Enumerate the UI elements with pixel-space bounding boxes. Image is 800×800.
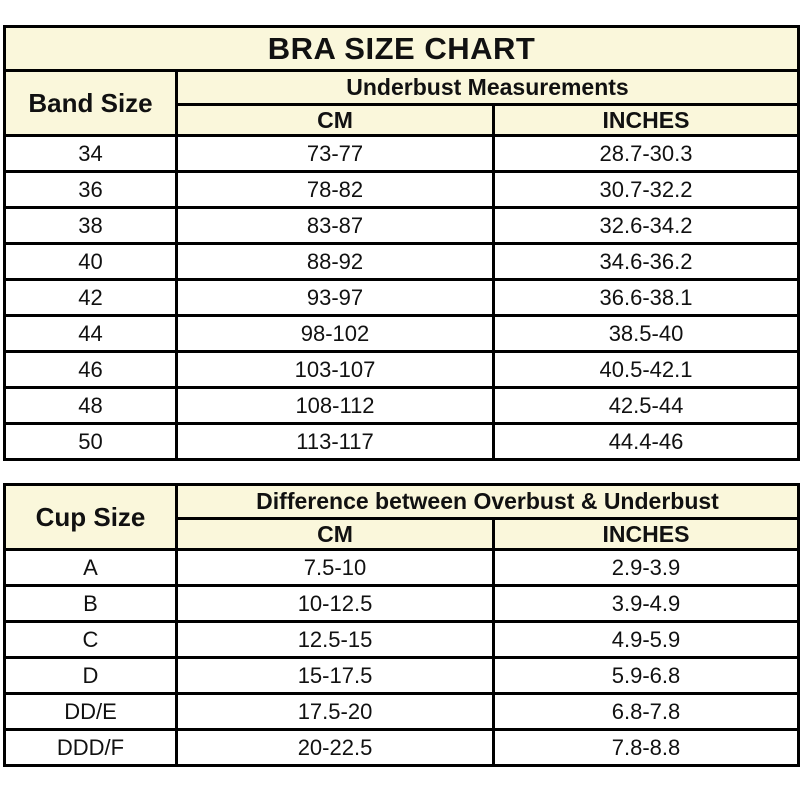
table-cell-cm: 88-92: [175, 242, 495, 281]
table-cell-cup: DDD/F: [3, 728, 178, 767]
cup-table-body: A 7.5-10 2.9-3.9 B 10-12.5 3.9-4.9 C 12.5-15 4.9…: [3, 548, 800, 767]
table-cell-inches: 3.9-4.9: [492, 584, 800, 623]
table-row: C 12.5-15 4.9-5.9: [3, 620, 800, 659]
table-subheader-row: CM INCHES: [5, 103, 800, 137]
table-cell-cm: 73-77: [175, 134, 495, 173]
table-row: 50 113-117 44.4-46: [3, 422, 800, 461]
table-cell-cup: C: [3, 620, 178, 659]
table-row: 46 103-107 40.5-42.1: [3, 350, 800, 389]
table-row: 36 78-82 30.7-32.2: [3, 170, 800, 209]
table-row: 38 83-87 32.6-34.2: [3, 206, 800, 245]
table-cell-inches: 40.5-42.1: [491, 350, 800, 389]
table-cell-inches: 36.6-38.1: [491, 278, 800, 317]
table-cell-cm: 83-87: [175, 206, 495, 245]
chart-title: BRA SIZE CHART: [2, 25, 800, 72]
table-row: A 7.5-10 2.9-3.9: [3, 548, 800, 587]
underbust-measurements-header: Underbust Measurements: [174, 69, 800, 106]
table-row: D 15-17.5 5.9-6.8: [3, 656, 800, 695]
table-cell-inches: 28.7-30.3: [491, 134, 800, 173]
band-size-header: Band Size: [3, 69, 178, 137]
table-row: 34 73-77 28.7-30.3: [3, 134, 800, 173]
cup-size-table: Cup Size Difference between Overbust & U…: [3, 483, 800, 767]
table-cell-band: 50: [3, 422, 178, 461]
table-cell-cm: 93-97: [175, 278, 495, 317]
table-cell-band: 40: [3, 242, 178, 281]
table-cell-cm: 78-82: [175, 170, 495, 209]
cm-column-header: CM: [175, 517, 495, 551]
table-cell-inches: 32.6-34.2: [491, 206, 800, 245]
table-cell-cup: D: [3, 656, 178, 695]
table-cell-inches: 7.8-8.8: [492, 728, 800, 767]
table-cell-inches: 44.4-46: [491, 422, 800, 461]
table-cell-band: 46: [3, 350, 178, 389]
table-title-row: BRA SIZE CHART: [2, 25, 800, 72]
table-row: 42 93-97 36.6-38.1: [3, 278, 800, 317]
table-cell-cm: 98-102: [175, 314, 495, 353]
difference-overbust-underbust-header: Difference between Overbust & Underbust: [175, 483, 800, 520]
table-subheader-row: CM INCHES: [5, 517, 800, 551]
table-row: DD/E 17.5-20 6.8-7.8: [3, 692, 800, 731]
band-size-table: BRA SIZE CHART Band Size Underbust Measu…: [2, 25, 800, 461]
table-cell-band: 38: [3, 206, 178, 245]
inches-column-header: INCHES: [492, 517, 800, 551]
table-cell-inches: 6.8-7.8: [492, 692, 800, 731]
table-cell-cm: 7.5-10: [175, 548, 495, 587]
table-cell-band: 44: [3, 314, 178, 353]
table-row: DDD/F 20-22.5 7.8-8.8: [3, 728, 800, 767]
table-cell-cup: B: [3, 584, 178, 623]
table-cell-cm: 12.5-15: [175, 620, 495, 659]
table-cell-inches: 34.6-36.2: [491, 242, 800, 281]
table-row: B 10-12.5 3.9-4.9: [3, 584, 800, 623]
table-cell-cup: A: [3, 548, 178, 587]
table-cell-cm: 108-112: [175, 386, 495, 425]
inches-column-header: INCHES: [491, 103, 800, 137]
table-cell-cm: 20-22.5: [175, 728, 495, 767]
table-cell-inches: 30.7-32.2: [491, 170, 800, 209]
table-cell-band: 36: [3, 170, 178, 209]
table-cell-cm: 10-12.5: [175, 584, 495, 623]
table-group-header-row: Cup Size Difference between Overbust & U…: [3, 483, 800, 551]
table-cell-inches: 42.5-44: [491, 386, 800, 425]
table-cell-inches: 4.9-5.9: [492, 620, 800, 659]
band-table-body: 34 73-77 28.7-30.3 36 78-82 30.7-32.2 38 83-87 3…: [3, 134, 800, 461]
table-cell-cm: 17.5-20: [175, 692, 495, 731]
table-cell-inches: 38.5-40: [491, 314, 800, 353]
cm-column-header: CM: [175, 103, 495, 137]
table-cell-band: 42: [3, 278, 178, 317]
table-cell-cm: 113-117: [175, 422, 495, 461]
table-cell-band: 48: [3, 386, 178, 425]
table-cell-cm: 15-17.5: [175, 656, 495, 695]
table-cell-inches: 2.9-3.9: [492, 548, 800, 587]
table-row: 48 108-112 42.5-44: [3, 386, 800, 425]
table-row: 44 98-102 38.5-40: [3, 314, 800, 353]
table-cell-cm: 103-107: [175, 350, 495, 389]
table-group-header-row: Band Size Underbust Measurements: [3, 69, 800, 137]
table-cell-cup: DD/E: [3, 692, 178, 731]
cup-size-header: Cup Size: [3, 483, 178, 551]
table-cell-band: 34: [3, 134, 178, 173]
table-row: 40 88-92 34.6-36.2: [3, 242, 800, 281]
table-cell-inches: 5.9-6.8: [492, 656, 800, 695]
